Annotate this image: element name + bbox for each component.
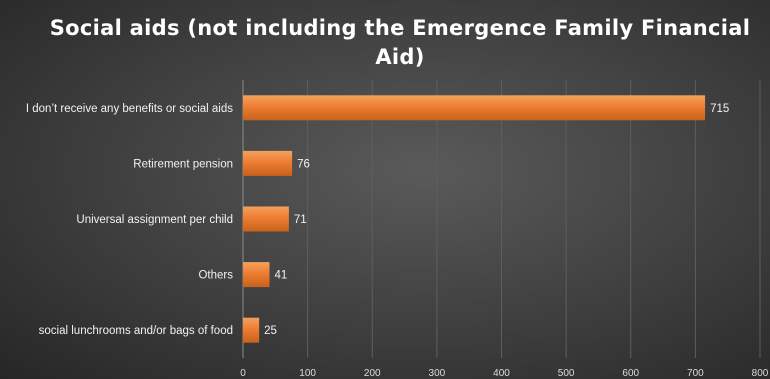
bars: [243, 95, 706, 343]
data-label: 715: [710, 103, 729, 115]
bar: [243, 262, 270, 288]
category-label: social lunchrooms and/or bags of food: [39, 325, 233, 337]
category-label: Retirement pension: [133, 158, 233, 170]
x-tick-label: 100: [299, 368, 316, 379]
x-tick-label: 500: [558, 368, 575, 379]
bar: [243, 150, 293, 176]
labels: 0 100 200 300 400 500 600 700 800 I don’t receive…: [26, 103, 769, 379]
chart-title: Social aids (not including the Emergence…: [49, 16, 751, 69]
category-label: I don’t receive any benefits or social a…: [26, 103, 233, 115]
x-tick-label: 300: [429, 368, 446, 379]
bar: [243, 206, 289, 232]
x-tick-label: 200: [364, 368, 381, 379]
data-label: 76: [297, 158, 310, 170]
x-tick-label: 400: [493, 368, 510, 379]
x-tick-label: 0: [240, 368, 246, 379]
x-tick-label: 800: [752, 368, 769, 379]
bar: [243, 317, 260, 343]
x-tick-label: 600: [622, 368, 639, 379]
bar: [243, 95, 706, 121]
data-label: 25: [264, 325, 277, 337]
gridlines: [307, 80, 761, 358]
x-tick-label: 700: [687, 368, 704, 379]
category-label: Universal assignment per child: [76, 214, 233, 226]
category-label: Others: [198, 270, 233, 282]
data-label: 71: [294, 214, 307, 226]
data-label: 41: [274, 270, 287, 282]
